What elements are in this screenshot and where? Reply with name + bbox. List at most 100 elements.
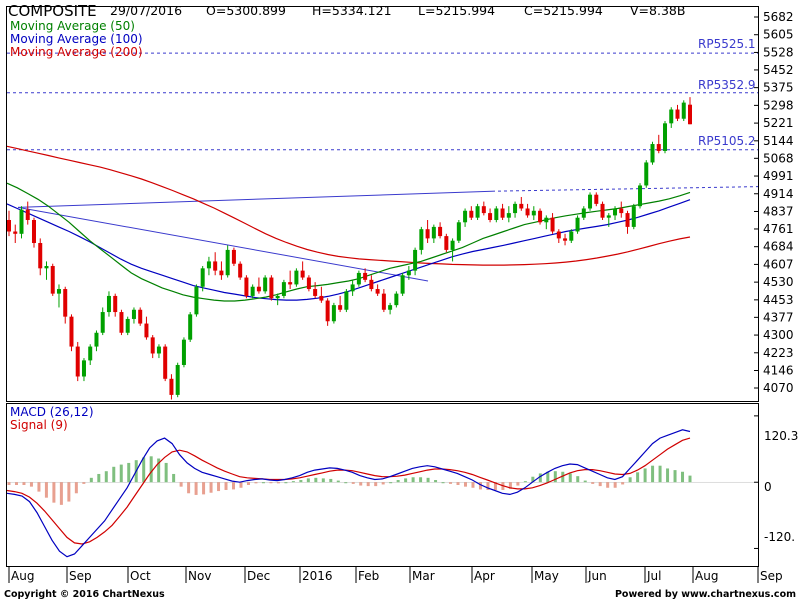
candle-body bbox=[538, 210, 543, 223]
price-tick-label: 4837 bbox=[763, 204, 794, 218]
macd-histogram-bar bbox=[389, 482, 393, 484]
macd-histogram-bar bbox=[651, 465, 655, 483]
candle-body bbox=[294, 270, 299, 285]
candle-body bbox=[544, 217, 549, 223]
macd-histogram-bar bbox=[359, 482, 363, 486]
macd-histogram-bar bbox=[396, 480, 400, 483]
macd-histogram-bar bbox=[456, 482, 460, 485]
macd-histogram-bar bbox=[119, 464, 123, 483]
candle-body bbox=[188, 314, 193, 340]
macd-histogram-bar bbox=[314, 477, 318, 483]
macd-histogram-bar bbox=[306, 478, 310, 483]
macd-histogram-bar bbox=[478, 482, 482, 490]
price-tick-label: 4377 bbox=[763, 310, 794, 324]
x-tick-label: 2016 bbox=[302, 569, 333, 583]
candle-body bbox=[375, 289, 380, 294]
legend-ma100: Moving Average (100) bbox=[10, 32, 143, 46]
price-tick-label: 4761 bbox=[763, 222, 794, 236]
candle-body bbox=[69, 316, 74, 347]
candle-body bbox=[175, 364, 180, 395]
candle-body bbox=[150, 337, 155, 354]
macd-line bbox=[6, 429, 691, 558]
candle-body bbox=[619, 208, 624, 214]
candle-body bbox=[681, 102, 686, 119]
macd-histogram-bar bbox=[209, 482, 213, 493]
candle-body bbox=[456, 222, 461, 241]
macd-histogram-bar bbox=[613, 482, 617, 488]
candle-body bbox=[238, 263, 243, 278]
candle-body bbox=[269, 277, 274, 299]
candle-body bbox=[263, 277, 268, 292]
candle-body bbox=[588, 194, 593, 209]
price-tick-label: 4453 bbox=[763, 293, 794, 307]
macd-histogram-bar bbox=[344, 482, 348, 484]
price-tick-label: 4530 bbox=[763, 275, 794, 289]
macd-histogram-bar bbox=[538, 473, 542, 483]
price-tick-label: 5068 bbox=[763, 151, 794, 165]
macd-histogram-bar bbox=[14, 482, 18, 485]
candle-body bbox=[181, 339, 186, 365]
candle-body bbox=[300, 270, 305, 278]
macd-histogram-bar bbox=[157, 458, 161, 483]
trendline-upper-extension bbox=[491, 186, 759, 192]
candle-body bbox=[56, 289, 61, 294]
candle-body bbox=[388, 305, 393, 310]
candle-body bbox=[563, 238, 568, 241]
candle-body bbox=[481, 206, 486, 214]
candle-body bbox=[425, 229, 430, 239]
macd-histogram-bar bbox=[112, 466, 116, 483]
x-tick-label: Jul bbox=[646, 569, 661, 583]
candle-body bbox=[81, 360, 86, 377]
price-tick-label: 4070 bbox=[763, 381, 794, 395]
candle-body bbox=[444, 236, 449, 250]
candle-body bbox=[138, 309, 143, 324]
macd-histogram-bar bbox=[636, 472, 640, 483]
candle-body bbox=[406, 270, 411, 276]
candle-body bbox=[250, 286, 255, 296]
macd-histogram-bar bbox=[336, 480, 340, 483]
macd-histogram-bar bbox=[52, 482, 56, 503]
macd-histogram-bar bbox=[44, 482, 48, 498]
trendline-upper bbox=[17, 190, 493, 208]
macd-histogram-bar bbox=[471, 482, 475, 488]
legend-ma200: Moving Average (200) bbox=[10, 45, 143, 59]
candle-body bbox=[413, 249, 418, 271]
macd-histogram-bar bbox=[232, 482, 236, 490]
candle-body bbox=[625, 213, 630, 227]
candle-body bbox=[313, 289, 318, 296]
candle-body bbox=[94, 332, 99, 347]
quote-low: L=5215.994 bbox=[418, 3, 495, 18]
candle-body bbox=[231, 249, 236, 264]
ma200-line bbox=[6, 145, 691, 266]
macd-histogram-bar bbox=[89, 477, 93, 483]
candle-body bbox=[369, 279, 374, 290]
macd-histogram-bar bbox=[239, 482, 243, 488]
macd-histogram-bar bbox=[217, 482, 221, 492]
candle-body bbox=[169, 378, 174, 395]
macd-histogram-bar bbox=[22, 482, 26, 485]
macd-histogram-bar bbox=[7, 482, 11, 485]
candle-body bbox=[688, 104, 692, 125]
macd-histogram-bar bbox=[523, 481, 527, 483]
candle-body bbox=[288, 282, 293, 285]
macd-histogram-bar bbox=[561, 471, 565, 483]
candle-body bbox=[569, 231, 574, 241]
candle-body bbox=[100, 312, 105, 333]
candle-body bbox=[581, 208, 586, 218]
macd-histogram-bar bbox=[463, 482, 467, 487]
macd-histogram-bar bbox=[493, 482, 497, 490]
candle-body bbox=[431, 226, 436, 239]
candle-body bbox=[219, 270, 224, 276]
macd-histogram-bar bbox=[261, 482, 265, 484]
x-tick-label: Dec bbox=[247, 569, 270, 583]
candle-body bbox=[488, 213, 493, 220]
x-tick-label: Sep bbox=[760, 569, 783, 583]
candle-body bbox=[38, 243, 43, 269]
macd-histogram-bar bbox=[299, 480, 303, 483]
x-tick-label: Oct bbox=[130, 569, 151, 583]
macd-histogram-bar bbox=[366, 482, 370, 487]
candle-body bbox=[631, 206, 636, 227]
price-tick-label: 5144 bbox=[763, 134, 794, 148]
macd-histogram-bar bbox=[164, 462, 168, 483]
price-tick-label: 4684 bbox=[763, 240, 794, 254]
